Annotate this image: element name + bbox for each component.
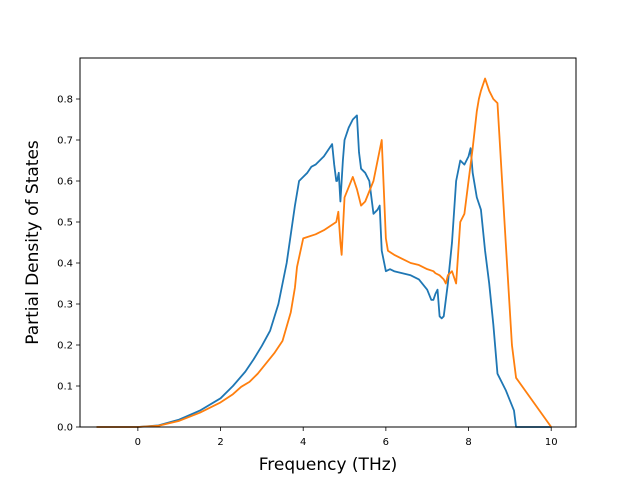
plot-lines — [96, 77, 552, 428]
series-line-1 — [96, 114, 552, 428]
x-tick-label: 2 — [217, 437, 223, 448]
y-tick-label: 0.2 — [57, 341, 73, 352]
y-tick-label: 0.4 — [57, 259, 73, 270]
x-tick-label: 6 — [383, 437, 389, 448]
x-tick-label: 8 — [465, 437, 471, 448]
y-tick-label: 0.1 — [57, 382, 73, 393]
y-tick-label: 0.6 — [57, 177, 73, 188]
y-tick-label: 0.5 — [57, 218, 73, 229]
x-axis-label: Frequency (THz) — [259, 455, 398, 475]
x-tick-label: 10 — [545, 437, 558, 448]
y-axis-ticks: 0.0 0.1 0.2 0.3 0.4 0.5 0.6 0.7 0.8 — [57, 95, 80, 434]
x-tick-label: 0 — [135, 437, 141, 448]
y-axis-label: Partial Density of States — [23, 140, 43, 345]
series-line-2 — [96, 77, 552, 428]
y-tick-label: 0.7 — [57, 136, 73, 147]
y-tick-label: 0.3 — [57, 300, 73, 311]
y-tick-label: 0.0 — [57, 423, 73, 434]
y-tick-label: 0.8 — [57, 95, 73, 106]
plot-frame — [79, 57, 577, 428]
x-tick-label: 4 — [300, 437, 306, 448]
x-axis-ticks: 0 2 4 6 8 10 — [135, 427, 558, 448]
